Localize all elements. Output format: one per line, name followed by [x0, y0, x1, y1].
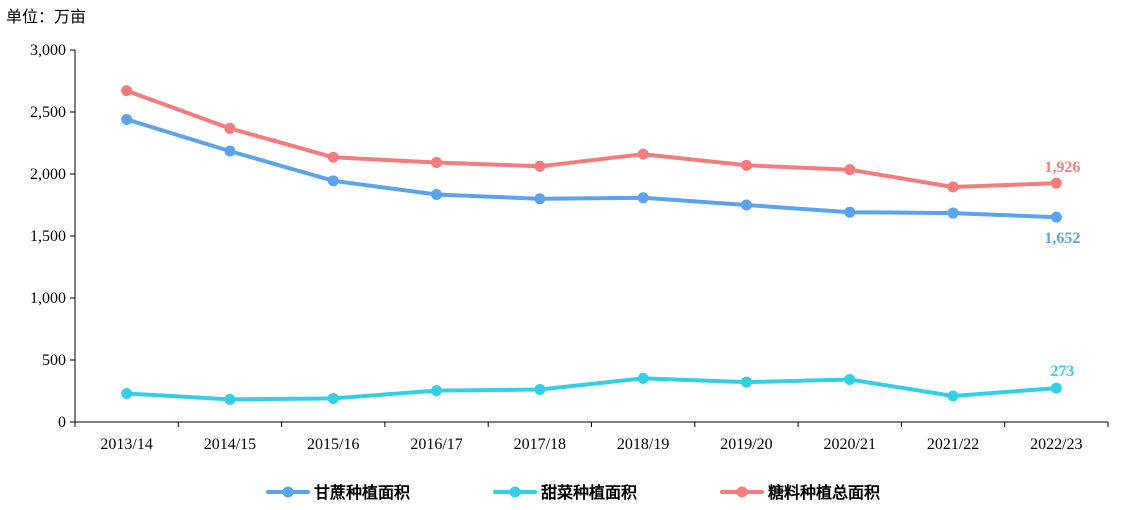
- x-tick-label: 2015/16: [307, 436, 359, 453]
- data-label: 1,652: [1044, 230, 1080, 247]
- y-tick-label: 1,000: [30, 290, 66, 307]
- legend-swatch-marker: [509, 486, 521, 498]
- y-tick-label: 1,500: [30, 228, 66, 245]
- x-tick-label: 2018/19: [617, 436, 669, 453]
- data-point: [1050, 177, 1062, 189]
- x-tick-label: 2021/22: [927, 436, 979, 453]
- data-labels: 1,652 273 1,926: [1044, 159, 1080, 380]
- y-tick-label: 500: [42, 352, 66, 369]
- series-line: [124, 376, 1059, 402]
- series-2: [121, 85, 1062, 193]
- y-tick-label: 0: [58, 414, 66, 431]
- x-tick-label: 2014/15: [204, 436, 256, 453]
- data-point: [1050, 211, 1062, 223]
- data-point: [224, 145, 236, 157]
- data-point: [844, 206, 856, 218]
- data-point: [740, 159, 752, 171]
- unit-label: 单位：万亩: [6, 7, 86, 26]
- legend-item: 甜菜种植面积: [493, 483, 637, 502]
- data-point: [431, 385, 443, 397]
- data-point: [637, 192, 649, 204]
- data-point: [637, 148, 649, 160]
- data-point: [740, 199, 752, 211]
- data-point: [534, 384, 546, 396]
- data-point: [534, 193, 546, 205]
- data-point: [637, 372, 649, 384]
- data-point: [1050, 382, 1062, 394]
- data-point: [534, 160, 546, 172]
- y-axis-ticks: 0 500 1,000 1,500 2,000 2,500 3,000: [30, 42, 75, 431]
- x-axis-ticks: 2013/14 2014/15 2015/16 2016/17 2017/18 2018/…: [74, 422, 1109, 453]
- legend-label: 糖料种植总面积: [768, 483, 880, 502]
- data-point: [947, 390, 959, 402]
- y-tick-label: 3,000: [30, 42, 66, 59]
- series-line: [124, 88, 1059, 189]
- data-point: [431, 188, 443, 200]
- legend-swatch-marker: [282, 486, 294, 498]
- series-0: [121, 113, 1062, 223]
- data-point: [121, 85, 133, 97]
- axes: [74, 50, 1108, 423]
- x-tick-label: 2017/18: [514, 436, 566, 453]
- data-point: [327, 175, 339, 187]
- data-point: [224, 122, 236, 134]
- data-label: 1,926: [1044, 159, 1080, 176]
- x-tick-label: 2020/21: [824, 436, 876, 453]
- data-point: [947, 181, 959, 193]
- y-tick-label: 2,000: [30, 166, 66, 183]
- legend-label: 甘蔗种植面积: [314, 483, 410, 502]
- x-tick-label: 2022/23: [1030, 436, 1082, 453]
- series-1: [121, 372, 1062, 405]
- series-line: [124, 117, 1059, 220]
- data-point: [327, 151, 339, 163]
- data-point: [431, 156, 443, 168]
- x-tick-label: 2016/17: [410, 436, 462, 453]
- data-point: [327, 392, 339, 404]
- data-point: [121, 113, 133, 125]
- legend-item: 糖料种植总面积: [720, 483, 880, 502]
- series-layer: [121, 85, 1062, 405]
- data-point: [844, 164, 856, 176]
- x-tick-label: 2019/20: [720, 436, 772, 453]
- data-point: [844, 373, 856, 385]
- legend: 甘蔗种植面积 甜菜种植面积 糖料种植总面积: [266, 483, 880, 502]
- legend-label: 甜菜种植面积: [541, 483, 637, 502]
- data-point: [121, 387, 133, 399]
- x-tick-label: 2013/14: [100, 436, 152, 453]
- y-tick-label: 2,500: [30, 104, 66, 121]
- data-point: [947, 207, 959, 219]
- data-label: 273: [1050, 363, 1074, 380]
- legend-swatch-marker: [736, 486, 748, 498]
- legend-item: 甘蔗种植面积: [266, 483, 410, 502]
- data-point: [740, 376, 752, 388]
- data-point: [224, 393, 236, 405]
